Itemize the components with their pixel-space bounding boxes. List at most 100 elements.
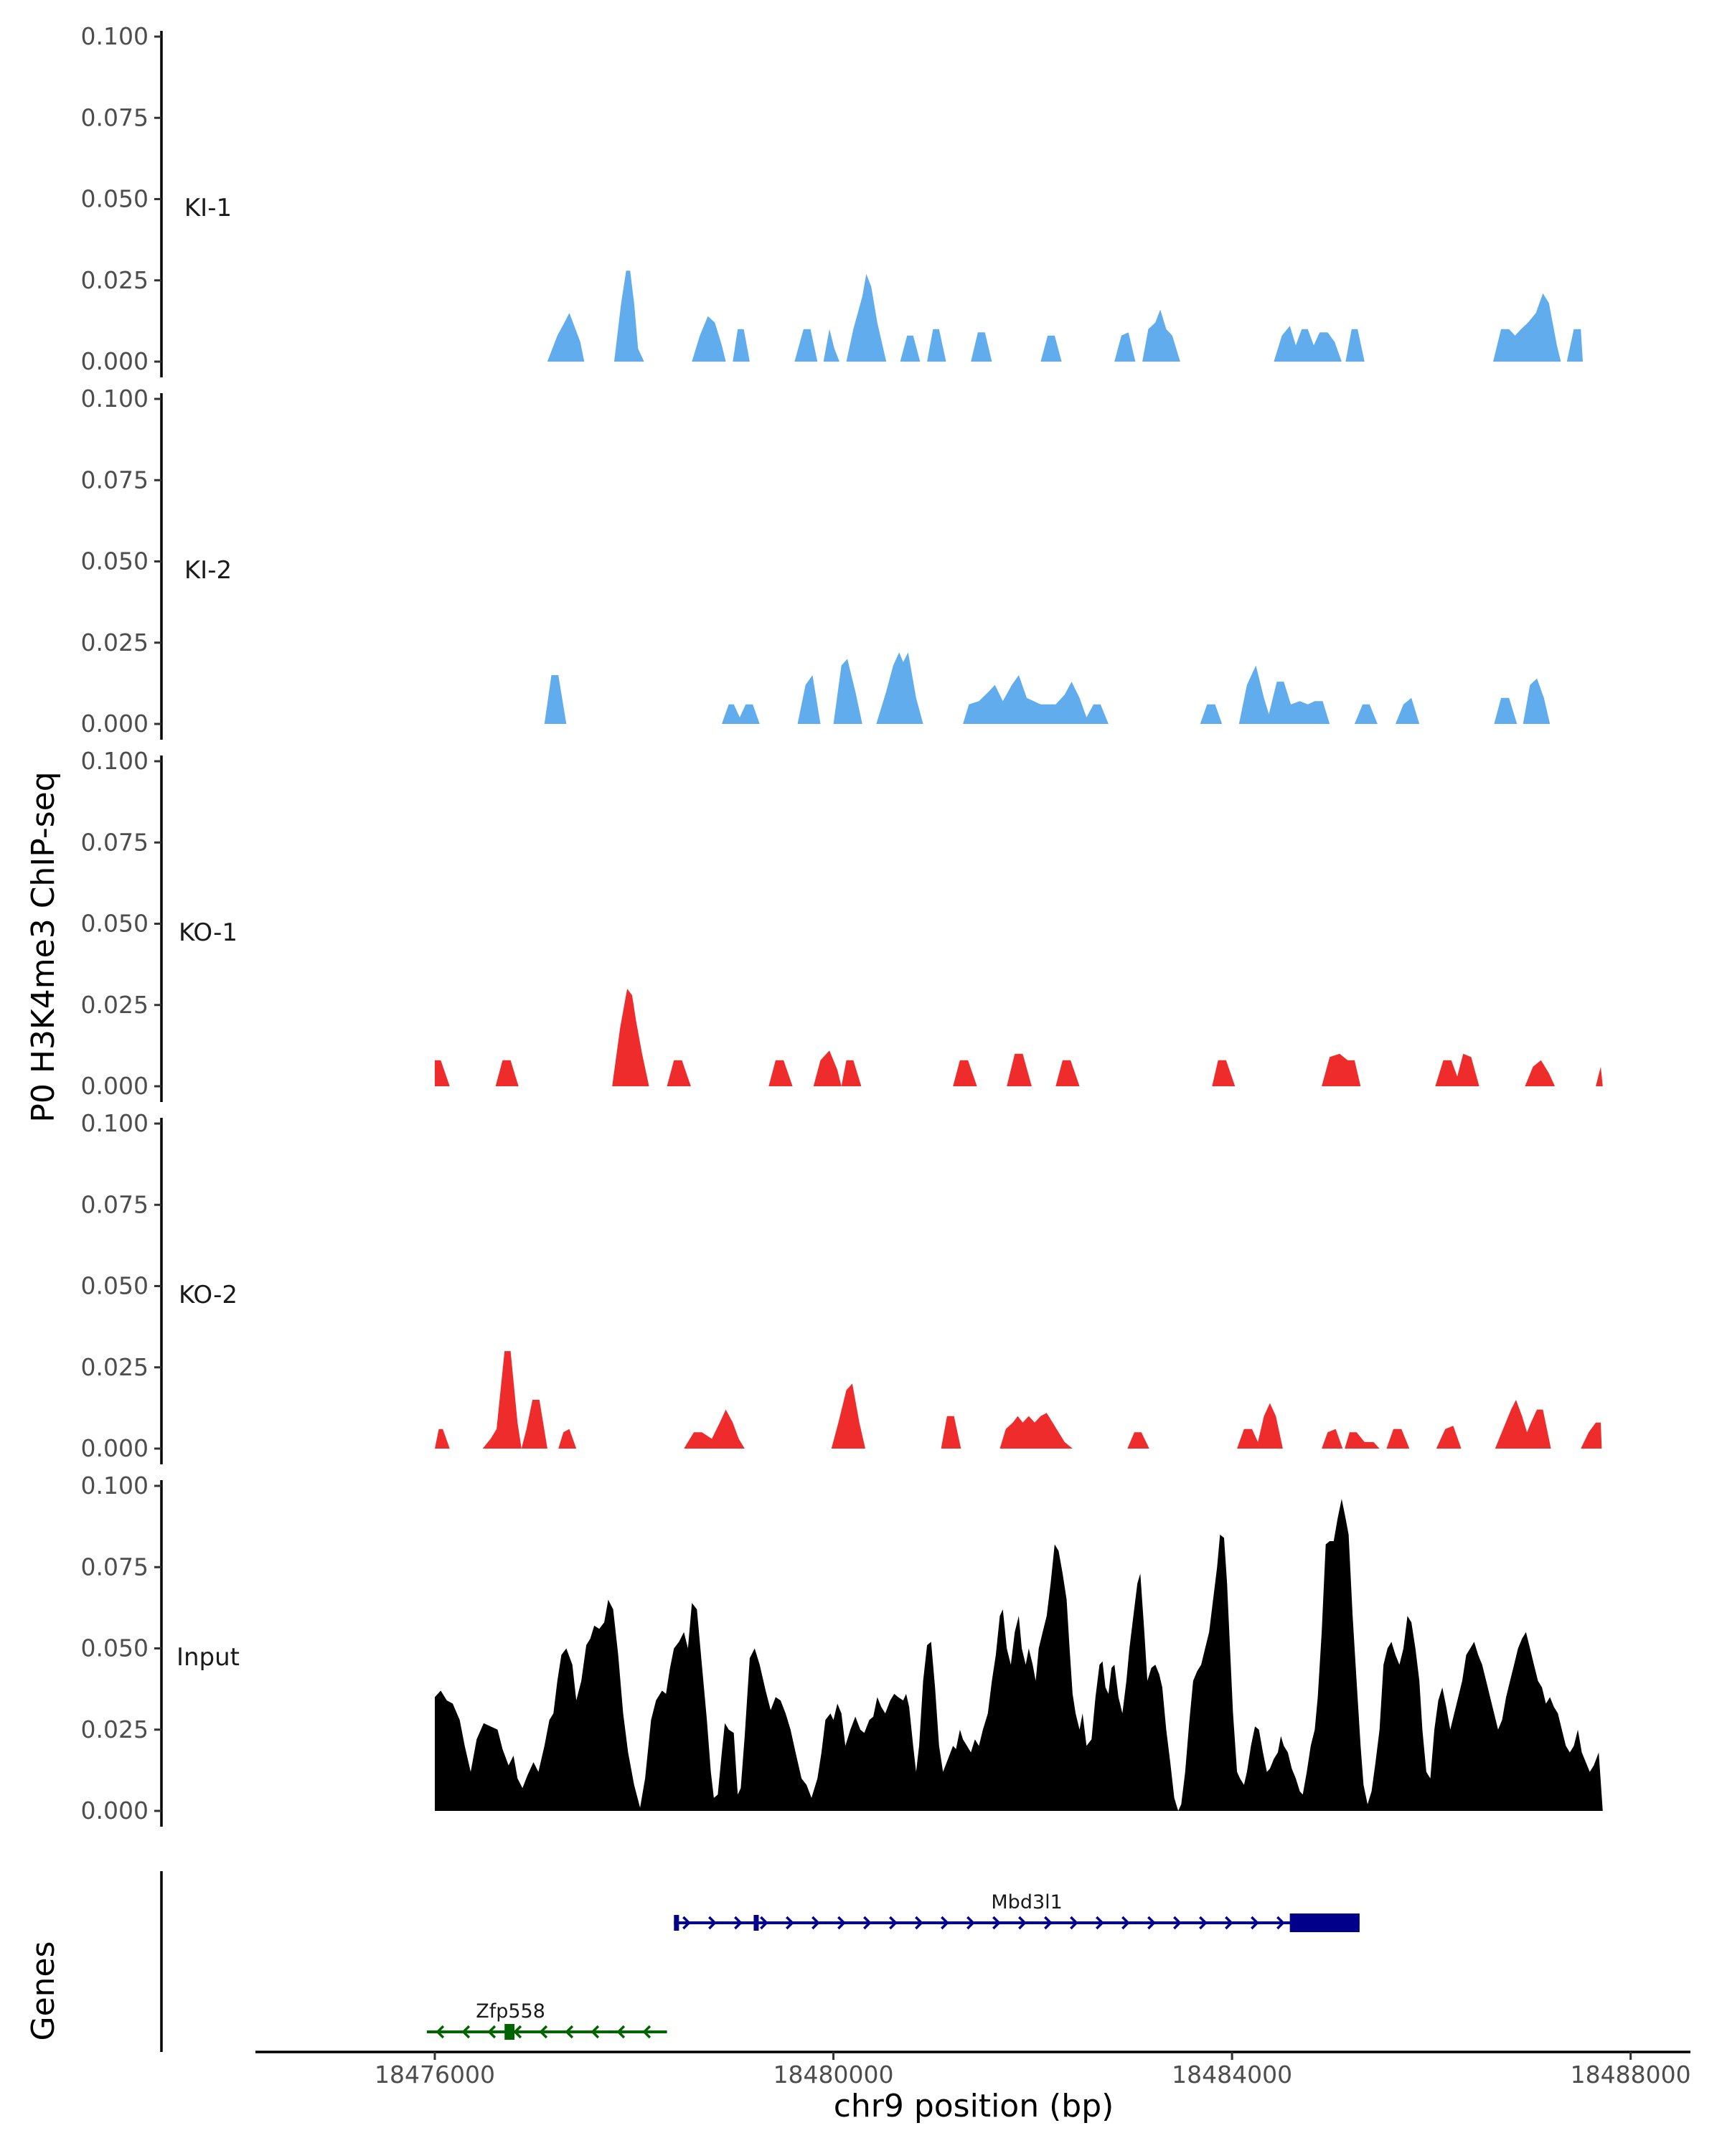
track-ko-1: 0.000 0.025 0.050 0.075 0.100 KO-1: [81, 747, 1603, 1102]
strand-arrow-icon: [1096, 1916, 1104, 1930]
x-axis-title: chr9 position (bp): [834, 2088, 1114, 2124]
strand-arrow-icon: [1018, 1916, 1027, 1930]
coverage-peak: [1596, 1066, 1603, 1086]
gene-label: Mbd3l1: [991, 1891, 1062, 1913]
genes-axis-title: Genes: [25, 1941, 62, 2040]
strand-arrow-icon: [565, 2025, 574, 2039]
strand-arrow-icon: [1070, 1916, 1078, 1930]
track-label: KI-2: [184, 556, 232, 585]
coverage-peak: [1127, 1432, 1149, 1449]
coverage-peak: [1322, 1428, 1380, 1449]
y-tick-label: 0.050: [81, 910, 149, 938]
strand-arrow-icon: [682, 1916, 691, 1930]
coverage-peak: [1525, 1060, 1556, 1086]
y-tick-label: 0.050: [81, 1272, 149, 1300]
strand-arrow-icon: [1044, 1916, 1053, 1930]
coverage-peak: [1436, 1426, 1462, 1449]
coverage-area: [435, 1499, 1603, 1811]
y-tick-label: 0.025: [81, 1353, 149, 1381]
strand-arrow-icon: [642, 2025, 651, 2039]
gene-zfp558: Zfp558: [426, 2000, 667, 2040]
strand-arrow-icon: [436, 2025, 445, 2039]
coverage-peak: [797, 675, 821, 724]
y-tick-label: 0.000: [81, 710, 149, 738]
coverage-peak: [813, 1050, 862, 1086]
coverage-peak: [1040, 335, 1062, 362]
strand-arrow-icon: [786, 1916, 794, 1930]
y-tick-label: 0.100: [81, 385, 149, 413]
y-tick-label: 0.000: [81, 1797, 149, 1825]
y-axis-title: P0 H3K4me3 ChIP-seq: [25, 771, 62, 1122]
coverage-peak: [1274, 326, 1365, 362]
strand-arrow-icon: [966, 1916, 975, 1930]
y-tick-label: 0.025: [81, 1715, 149, 1743]
y-tick-label: 0.050: [81, 547, 149, 575]
strand-arrow-icon: [1251, 1916, 1259, 1930]
coverage-peak: [482, 1351, 577, 1449]
track-input: 0.000 0.025 0.050 0.075 0.100 Input: [81, 1472, 1603, 1827]
coverage-peak: [1386, 1428, 1410, 1449]
gene-exon: [753, 1915, 759, 1931]
y-tick-label: 0.050: [81, 1634, 149, 1662]
y-tick-label: 0.075: [81, 828, 149, 856]
coverage-peak: [941, 1416, 961, 1449]
strand-arrow-icon: [1173, 1916, 1182, 1930]
coverage-peak: [768, 1060, 793, 1086]
coverage-peak: [1581, 1422, 1602, 1449]
strand-arrow-icon: [863, 1916, 872, 1930]
y-tick-label: 0.050: [81, 185, 149, 213]
coverage-peak: [999, 1413, 1073, 1449]
y-tick-label: 0.100: [81, 22, 149, 50]
strand-arrow-icon: [941, 1916, 949, 1930]
x-tick-label: 18488000: [1571, 2061, 1691, 2089]
coverage-peak: [953, 1060, 977, 1086]
gene-annotation-track: Mbd3l1 Zfp558: [160, 1871, 1360, 2052]
strand-arrow-icon: [461, 2025, 471, 2039]
track-ki-1: 0.000 0.025 0.050 0.075 0.100 KI-1: [81, 22, 1583, 377]
track-ko-2: 0.000 0.025 0.050 0.075 0.100 KO-2: [81, 1109, 1602, 1464]
gene-mbd3l1: Mbd3l1: [674, 1891, 1360, 1932]
y-tick-label: 0.000: [81, 1072, 149, 1100]
strand-arrow-icon: [837, 1916, 846, 1930]
coverage-peak: [1238, 665, 1330, 724]
strand-arrow-icon: [708, 1916, 717, 1930]
strand-arrow-icon: [539, 2025, 548, 2039]
y-tick-label: 0.025: [81, 991, 149, 1019]
coverage-peak: [692, 316, 750, 362]
coverage-peak: [1114, 309, 1180, 362]
y-tick-label: 0.075: [81, 466, 149, 494]
strand-arrow-icon: [734, 1916, 743, 1930]
coverage-peak: [614, 270, 644, 362]
coverage-peak: [1007, 1053, 1032, 1086]
coverage-peak: [435, 1428, 450, 1449]
gene-label: Zfp558: [476, 2000, 545, 2023]
track-ki-2: 0.000 0.025 0.050 0.075 0.100 KI-2: [81, 385, 1551, 740]
x-tick-label: 18480000: [773, 2061, 894, 2089]
strand-arrow-icon: [992, 1916, 1001, 1930]
track-label: KO-2: [179, 1281, 237, 1309]
y-tick-label: 0.100: [81, 1109, 149, 1137]
x-tick-label: 18484000: [1172, 2061, 1292, 2089]
coverage-peak: [831, 1383, 865, 1449]
y-tick-label: 0.075: [81, 1190, 149, 1218]
track-label: KI-1: [184, 194, 232, 222]
coverage-peak: [547, 313, 585, 362]
coverage-peak: [1212, 1060, 1236, 1086]
y-tick-label: 0.100: [81, 747, 149, 775]
coverage-peak: [1395, 697, 1420, 724]
coverage-peak: [794, 273, 887, 362]
coverage-peak: [1237, 1403, 1283, 1449]
strand-arrow-icon: [1276, 1916, 1285, 1930]
y-tick-label: 0.100: [81, 1472, 149, 1500]
coverage-peak: [667, 1060, 691, 1086]
y-tick-label: 0.075: [81, 103, 149, 131]
gene-exon: [504, 2024, 515, 2040]
strand-arrow-icon: [811, 1916, 820, 1930]
coverage-peak: [900, 329, 954, 362]
strand-arrow-icon: [487, 2025, 497, 2039]
coverage-peak: [876, 652, 923, 724]
strand-arrow-icon: [591, 2025, 600, 2039]
track-label: KO-1: [179, 918, 237, 947]
